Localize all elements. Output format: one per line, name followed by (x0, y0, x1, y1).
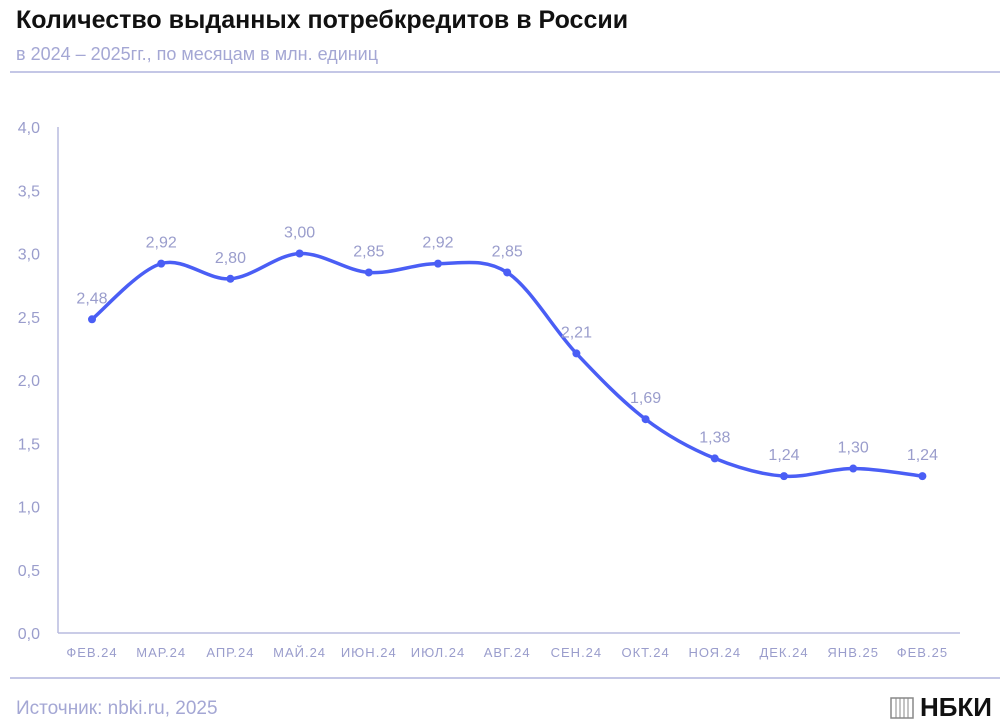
data-point (503, 268, 512, 277)
x-tick-label: ФЕВ.25 (897, 645, 948, 660)
data-point (918, 472, 927, 481)
y-tick-label: 3,0 (18, 247, 40, 264)
y-tick-label: 3,5 (18, 183, 40, 200)
x-tick-label: ЯНВ.25 (827, 645, 879, 660)
y-tick-label: 4,0 (18, 120, 40, 137)
x-tick-label: ДЕК.24 (759, 645, 808, 660)
source-text: Источник: nbki.ru, 2025 (16, 698, 218, 719)
header-divider (10, 71, 1000, 73)
data-label: 2,92 (422, 235, 453, 252)
x-tick-label: СЕН.24 (551, 645, 603, 660)
series-line (90, 251, 923, 479)
x-tick-label: НОЯ.24 (688, 645, 741, 660)
data-label: 1,24 (907, 447, 938, 464)
data-point (88, 315, 96, 324)
data-point (157, 259, 166, 268)
y-tick-label: 2,5 (18, 310, 40, 327)
data-label: 3,00 (284, 225, 315, 242)
y-tick-label: 1,5 (18, 436, 40, 453)
data-label: 1,30 (838, 440, 869, 457)
data-point (641, 415, 650, 424)
data-label: 2,85 (492, 243, 523, 260)
data-label: 1,38 (699, 429, 730, 446)
data-label: 2,80 (215, 250, 246, 267)
footer-divider (10, 677, 1000, 679)
y-tick-label: 2,0 (18, 373, 40, 390)
data-point (364, 268, 373, 277)
x-tick-label: АПР.24 (206, 645, 254, 660)
chart-title: Количество выданных потребкредитов в Рос… (16, 6, 629, 34)
data-point (710, 454, 719, 463)
y-tick-label: 0,5 (18, 563, 40, 580)
y-tick-label: 0,0 (18, 626, 40, 643)
data-point (434, 259, 442, 268)
data-point (295, 249, 304, 258)
x-tick-label: ФЕВ.24 (66, 645, 117, 660)
data-label: 2,92 (146, 235, 177, 252)
data-label: 2,85 (353, 243, 384, 260)
logo-text: НБКИ (919, 692, 992, 722)
x-tick-label: ИЮЛ.24 (411, 645, 466, 660)
data-point (226, 274, 235, 283)
data-point (849, 464, 858, 473)
nbki-logo: НБКИ (890, 692, 992, 723)
data-label: 2,48 (76, 290, 107, 307)
data-label: 1,24 (768, 447, 799, 464)
x-tick-label: ИЮН.24 (341, 645, 397, 660)
logo-icon (890, 696, 914, 719)
x-tick-label: АВГ.24 (484, 645, 531, 660)
data-label: 1,69 (630, 390, 661, 407)
chart-subtitle: в 2024 – 2025гг., по месяцам в млн. един… (16, 44, 379, 64)
data-point (780, 472, 788, 481)
data-label: 2,21 (561, 324, 592, 341)
x-tick-label: ОКТ.24 (621, 645, 669, 660)
data-point (572, 349, 581, 358)
x-tick-label: МАР.24 (136, 645, 186, 660)
x-tick-label: МАЙ.24 (273, 645, 326, 660)
y-tick-label: 1,0 (18, 500, 40, 517)
